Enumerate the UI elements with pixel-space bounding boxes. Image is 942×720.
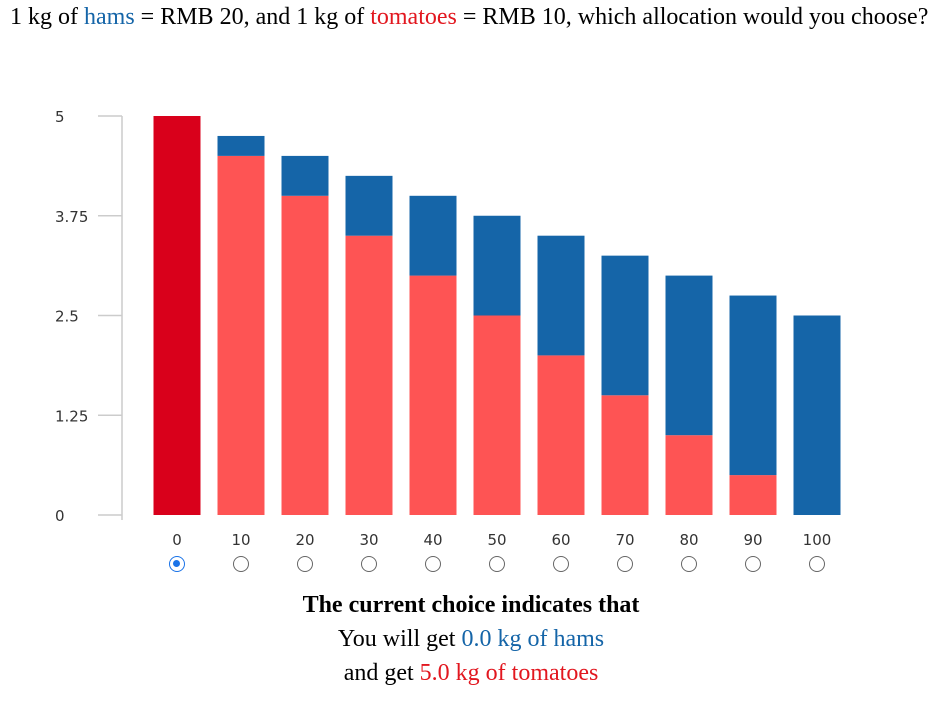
bar-tomatoes-80 — [665, 435, 713, 515]
allocation-radio-100[interactable] — [809, 556, 825, 572]
result-ham-value: 0.0 kg of hams — [461, 626, 605, 652]
bar-hams-90 — [729, 295, 777, 476]
result-ham-prefix: You will get — [337, 626, 462, 652]
bar-hams-50 — [473, 215, 521, 316]
bar-tomatoes-40 — [409, 275, 457, 515]
bar-tomatoes-10 — [217, 155, 265, 515]
result-heading: The current choice indicates that — [302, 592, 640, 618]
bars — [153, 116, 841, 516]
x-tick-label: 10 — [231, 531, 250, 549]
x-axis-labels: 0 10 20 30 40 50 60 70 80 90 100 — [172, 531, 831, 549]
bar-hams-100 — [793, 315, 841, 515]
bar-hams-60 — [537, 235, 585, 356]
y-tick-label: 0 — [55, 507, 65, 525]
y-tick-label: 3.75 — [55, 208, 88, 226]
x-tick-label: 60 — [551, 531, 570, 549]
bar-hams-80 — [665, 275, 713, 436]
bar-tomatoes-0 — [153, 116, 201, 515]
bar-hams-30 — [345, 175, 393, 236]
bar-tomatoes-90 — [729, 475, 777, 515]
x-tick-label: 90 — [743, 531, 762, 549]
allocation-bar-chart: 0 1.25 2.5 3.75 5 0 10 20 30 40 50 60 70 80 90 100 — [55, 108, 841, 549]
allocation-radio-group — [0, 555, 942, 575]
x-tick-label: 20 — [295, 531, 314, 549]
allocation-radio-10[interactable] — [233, 556, 249, 572]
question-tomato-word: tomatoes — [370, 4, 457, 30]
x-tick-label: 30 — [359, 531, 378, 549]
allocation-radio-90[interactable] — [745, 556, 761, 572]
question-suffix: = RMB 10, which allocation would you cho… — [456, 4, 929, 30]
result-tomato-value: 5.0 kg of tomatoes — [419, 660, 599, 686]
allocation-radio-40[interactable] — [425, 556, 441, 572]
allocation-radio-60[interactable] — [553, 556, 569, 572]
result-tomato-line: and get 5.0 kg of tomatoes — [0, 656, 942, 690]
question-prefix: 1 kg of — [10, 4, 84, 30]
question-ham-word: hams — [84, 4, 135, 30]
bar-hams-20 — [281, 155, 329, 196]
bar-tomatoes-20 — [281, 195, 329, 516]
bar-tomatoes-50 — [473, 315, 521, 515]
allocation-radio-30[interactable] — [361, 556, 377, 572]
result-summary: The current choice indicates that You wi… — [0, 588, 942, 690]
x-tick-label: 40 — [423, 531, 442, 549]
allocation-radio-20[interactable] — [297, 556, 313, 572]
x-tick-label: 50 — [487, 531, 506, 549]
y-axis: 0 1.25 2.5 3.75 5 — [55, 108, 123, 525]
x-tick-label: 80 — [679, 531, 698, 549]
allocation-radio-50[interactable] — [489, 556, 505, 572]
bar-tomatoes-60 — [537, 355, 585, 515]
bar-hams-10 — [217, 135, 265, 156]
allocation-radio-0[interactable] — [169, 556, 185, 572]
result-tomato-prefix: and get — [343, 660, 420, 686]
question-text: 1 kg of hams = RMB 20, and 1 kg of tomat… — [10, 0, 940, 34]
question-mid: = RMB 20, and 1 kg of — [134, 4, 371, 30]
result-ham-line: You will get 0.0 kg of hams — [0, 622, 942, 656]
x-tick-label: 0 — [172, 531, 182, 549]
y-tick-label: 5 — [55, 108, 65, 126]
x-tick-label: 70 — [615, 531, 634, 549]
x-tick-label: 100 — [803, 531, 832, 549]
bar-hams-70 — [601, 255, 649, 396]
bar-hams-40 — [409, 195, 457, 276]
bar-tomatoes-70 — [601, 395, 649, 515]
bar-tomatoes-30 — [345, 235, 393, 515]
allocation-radio-70[interactable] — [617, 556, 633, 572]
y-tick-label: 2.5 — [55, 308, 79, 326]
allocation-radio-80[interactable] — [681, 556, 697, 572]
y-tick-label: 1.25 — [55, 407, 88, 425]
